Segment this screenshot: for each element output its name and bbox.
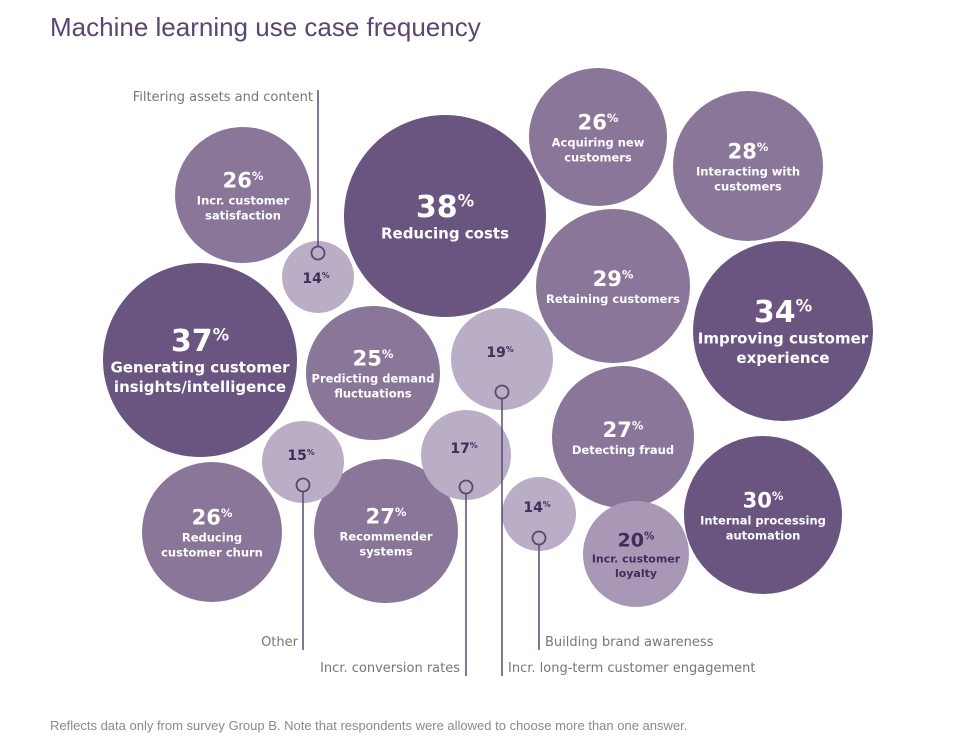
external-label: Incr. long-term customer engagement [508,661,755,676]
leader-dot [531,530,547,546]
leader-dot [494,384,510,400]
bubble-label: Incr. customer [197,193,290,207]
bubble-value: 26% [192,505,233,529]
bubble-circle [693,241,873,421]
external-label: Incr. conversion rates [320,661,460,676]
bubble-label: Generating customer [111,359,291,377]
chart-title: Machine learning use case frequency [50,12,481,42]
bubble-label: customers [714,179,782,193]
bubble-label: systems [359,544,412,558]
bubble-circle [421,410,511,500]
bubble-label: Improving customer [698,330,869,348]
bubble-0: 38%Reducing costs [344,115,546,317]
bubble-16: 14% [282,241,354,313]
bubble-4: 29%Retaining customers [536,209,690,363]
bubble-circle [175,127,311,263]
bubble-1: 37%Generating customerinsights/intellige… [103,263,297,457]
bubble-label: Recommender [339,529,432,543]
bubble-label: loyalty [615,567,657,580]
bubble-circle [529,68,667,206]
bubble-circle [583,501,689,607]
external-label: Other [261,635,299,650]
leader-dot [310,245,326,261]
bubble-label: fluctuations [334,386,411,400]
bubble-label: Retaining customers [546,292,680,306]
external-label: Building brand awareness [545,635,714,650]
leader-15: Other [261,477,311,650]
leader-dot [295,477,311,493]
bubble-label: insights/intelligence [114,378,286,396]
bubble-circle [552,366,694,508]
bubble-circle [142,462,282,602]
bubble-circle [103,263,297,457]
bubble-value: 26% [578,110,619,134]
bubble-circle [536,209,690,363]
leader-17: Building brand awareness [531,530,714,650]
bubble-label: automation [726,528,801,542]
bubble-14: 17% [421,410,511,500]
bubble-label: Detecting fraud [572,443,674,457]
bubble-circle [673,91,823,241]
bubble-6: 27%Detecting fraud [552,366,694,508]
leader-16: Filtering assets and content [133,90,326,261]
external-label: Filtering assets and content [133,90,313,105]
footnote: Reflects data only from survey Group B. … [50,718,688,733]
bubble-label: Reducing costs [381,224,509,242]
bubble-label: Interacting with [696,164,800,178]
bubble-circle [262,421,344,503]
bubble-circle [306,306,440,440]
bubble-circle [684,436,842,594]
bubble-label: Incr. customer [592,553,681,566]
bubble-13: 19% [451,308,553,410]
bubble-label: customer churn [161,545,263,559]
bubble-label: satisfaction [205,208,281,222]
bubble-value: 38% [416,190,475,225]
bubble-label: Predicting demand [312,371,435,385]
leader-dot [458,479,474,495]
bubble-label: customers [564,150,632,164]
leader-14: Incr. conversion rates [320,479,474,676]
bubble-circle [314,459,458,603]
bubble-circle [502,477,576,551]
bubble-circle [344,115,546,317]
bubble-label: Reducing [182,530,242,544]
bubble-circle [282,241,354,313]
bubble-circle [451,308,553,410]
bubble-label: Acquiring new [552,135,645,149]
leader-13: Incr. long-term customer engagement [494,384,755,676]
bubble-label: Internal processing [700,513,826,527]
bubble-15: 15% [262,421,344,503]
bubble-label: experience [736,349,829,367]
bubble-17: 14% [502,477,576,551]
